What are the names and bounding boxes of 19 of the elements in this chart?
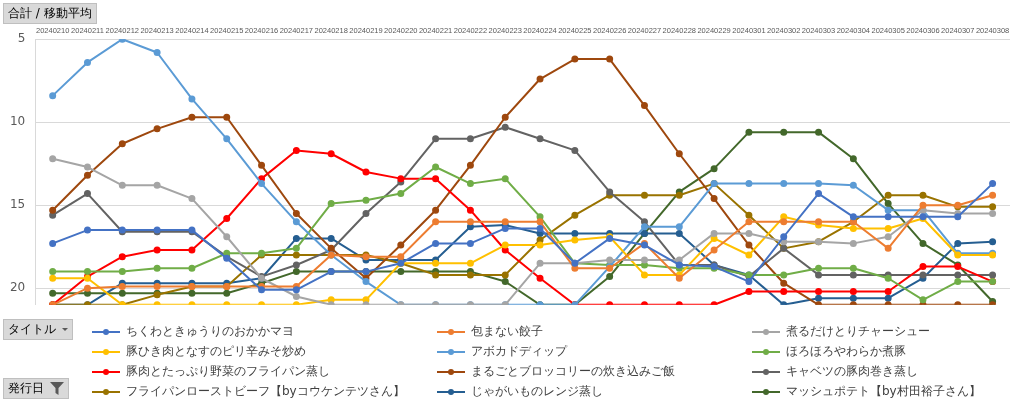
legend-label: アボカドディップ	[471, 343, 567, 360]
legend-label: 包まない餃子	[471, 323, 543, 340]
text: 発行日	[3, 378, 69, 399]
y-tick-label: 5	[17, 31, 26, 46]
chart-title: 合計 / 移動平均	[3, 3, 97, 24]
legend-label: フライパンローストビーフ【byコウケンテツさん】	[126, 383, 405, 400]
legend-label: 煮るだけとりチャーシュー	[786, 323, 930, 340]
y-tick-label: 10	[9, 114, 26, 129]
legend-label: まるごとブロッコリーの炊き込みご飯	[471, 363, 675, 380]
legend-label: 豚肉とたっぷり野菜のフライパン蒸し	[126, 363, 330, 380]
legend-label: じゃがいものレンジ蒸し	[471, 383, 603, 400]
legend-label: マッシュポテト【by村田裕子さん】	[786, 383, 981, 400]
legend-title: タイトル	[3, 319, 73, 340]
legend-label: ほろほろやわらか煮豚	[786, 343, 906, 360]
y-tick-label: 20	[9, 280, 26, 295]
legend-label: キャベツの豚肉巻き蒸し	[786, 363, 918, 380]
y-tick-label: 15	[9, 197, 26, 212]
legend-label: 豚ひき肉となすのピリ辛みそ炒め	[126, 343, 306, 360]
legend-label: ちくわときゅうりのおかかマヨ	[126, 323, 294, 340]
